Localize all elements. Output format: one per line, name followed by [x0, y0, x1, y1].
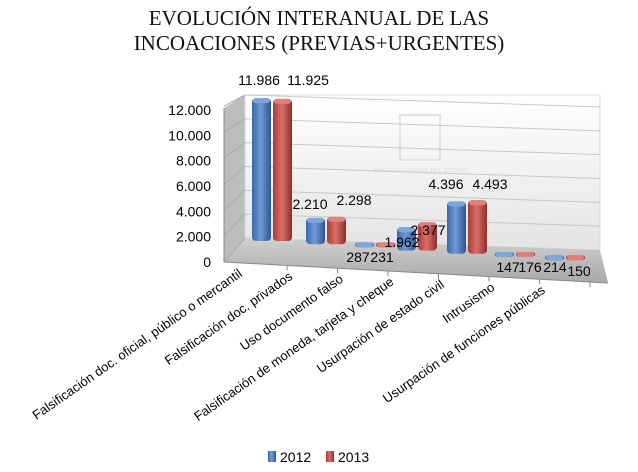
y-tick-label: 10.000 [168, 127, 211, 143]
data-label-2012: 11.986 [238, 72, 280, 88]
side-gridline [223, 94, 246, 107]
bar-body [397, 227, 416, 251]
bar-2012 [397, 227, 416, 251]
bar-2013 [327, 216, 346, 245]
data-label-2013: 176 [518, 259, 542, 275]
y-tick-label: 0 [203, 254, 211, 270]
data-label-2013: 2.377 [410, 222, 445, 238]
x-tick-label: Falsificación de moneda, tarjeta y chequ… [191, 274, 396, 424]
bar-top [496, 252, 513, 257]
bar-top [469, 200, 486, 206]
bar-top [546, 255, 563, 261]
gridline [244, 213, 601, 227]
bar-2012 [495, 252, 514, 257]
bar-2013 [418, 222, 437, 251]
bar-top [356, 242, 373, 248]
bar-2013 [566, 255, 585, 261]
bar-body [273, 98, 292, 241]
data-label-2012: 147 [496, 259, 520, 275]
side-gridline [223, 237, 246, 263]
gridline [244, 118, 601, 132]
legend-swatch-2013 [326, 451, 334, 462]
data-label-2012: 214 [543, 259, 567, 275]
bar-top [253, 98, 270, 104]
bar-top [398, 227, 415, 233]
data-label-2012: 287 [346, 249, 370, 265]
data-label-2013: 2.298 [336, 192, 371, 208]
gridline [244, 189, 601, 203]
y-tick-label: 8.000 [176, 153, 211, 169]
bar-body [306, 217, 325, 245]
gridline [244, 142, 601, 156]
chart-title-line-2: INCOACIONES (PREVIAS+URGENTES) [133, 31, 505, 55]
bar-2013 [468, 200, 487, 254]
data-label-2012: 2.210 [292, 196, 327, 212]
y-tick-label: 12.000 [168, 102, 211, 118]
bar-2013 [273, 98, 292, 241]
legend-label-2013: 2013 [338, 449, 369, 465]
bar-2013 [516, 252, 535, 257]
bar-body [418, 222, 437, 251]
bar-top [274, 98, 291, 104]
legend-label-2012: 2012 [280, 449, 311, 465]
bar-2012 [545, 255, 564, 261]
y-tick-label: 6.000 [176, 178, 211, 194]
x-axis-line [223, 261, 609, 284]
side-gridline [223, 118, 246, 133]
side-gridline [223, 166, 246, 185]
bar-body [468, 200, 487, 254]
bar-top [517, 252, 534, 257]
side-gridline [223, 142, 246, 159]
data-label-2012: 4.396 [428, 176, 463, 192]
side-gridline [223, 189, 246, 211]
y-tick-label: 4.000 [176, 203, 211, 219]
bar-body [327, 216, 346, 245]
gridline [244, 166, 601, 179]
bar-2012 [306, 217, 325, 245]
bar-2012 [447, 201, 466, 254]
bar-2012 [252, 98, 271, 241]
data-label-2013: 150 [567, 263, 591, 279]
bar-2013 [376, 242, 395, 248]
bar-top [307, 217, 324, 223]
side-wall [224, 95, 245, 262]
bar-top [328, 216, 345, 222]
watermark-emblem [399, 114, 441, 161]
side-gridline [223, 213, 246, 237]
bar-body [447, 201, 466, 254]
floor [224, 238, 608, 283]
data-label-2013: 231 [370, 249, 394, 265]
bar-2012 [355, 242, 374, 248]
gridline [244, 94, 601, 108]
bar-top [567, 255, 584, 261]
data-label-2012: 1.962 [384, 234, 419, 250]
legend: 2012 2013 [268, 449, 369, 465]
bar-top [419, 222, 436, 228]
chart-title-line-1: EVOLUCIÓN INTERANUAL DE LAS [148, 6, 490, 30]
watermark-text: FISCALÍA GENERAL DEL ESTADO [373, 166, 467, 174]
legend-swatch-2012 [268, 451, 276, 462]
data-label-2013: 11.925 [287, 72, 329, 88]
bar-body [252, 98, 271, 241]
data-label-2013: 4.493 [472, 176, 507, 192]
bar-top [377, 242, 394, 248]
y-tick-label: 2.000 [176, 229, 211, 245]
bar-top [448, 201, 465, 207]
